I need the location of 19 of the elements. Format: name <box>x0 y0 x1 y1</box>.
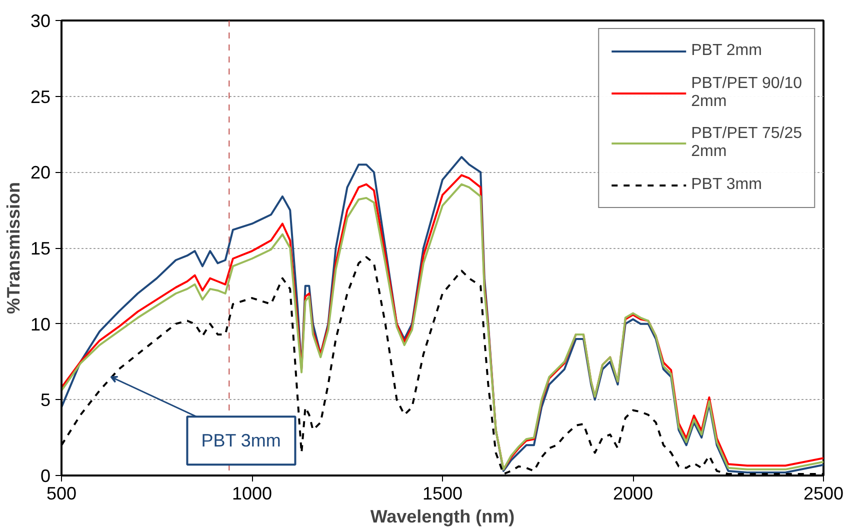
y-tick-label: 15 <box>30 238 51 258</box>
x-axis-title: Wavelength (nm) <box>370 506 515 526</box>
x-tick-label: 1000 <box>232 484 272 504</box>
y-axis-title: %Transmission <box>3 182 24 314</box>
y-tick-label: 20 <box>30 162 51 183</box>
x-tick-label: 1500 <box>422 484 463 504</box>
legend-label: PBT 3mm <box>691 176 762 194</box>
x-tick-label: 2500 <box>803 484 844 504</box>
y-tick-label: 25 <box>30 86 51 107</box>
y-tick-label: 5 <box>40 390 51 410</box>
legend-label: PBT 2mm <box>691 42 762 60</box>
y-tick-label: 0 <box>40 466 51 486</box>
legend-label: PBT/PET 75/25 2mm <box>691 125 802 161</box>
legend-label: PBT/PET 90/10 2mm <box>691 75 802 111</box>
annotation: PBT 3mm <box>201 430 281 451</box>
y-tick-label: 30 <box>30 11 51 31</box>
y-tick-label: 10 <box>30 314 51 334</box>
x-tick-label: 500 <box>46 484 77 504</box>
x-tick-label: 2000 <box>612 484 654 504</box>
